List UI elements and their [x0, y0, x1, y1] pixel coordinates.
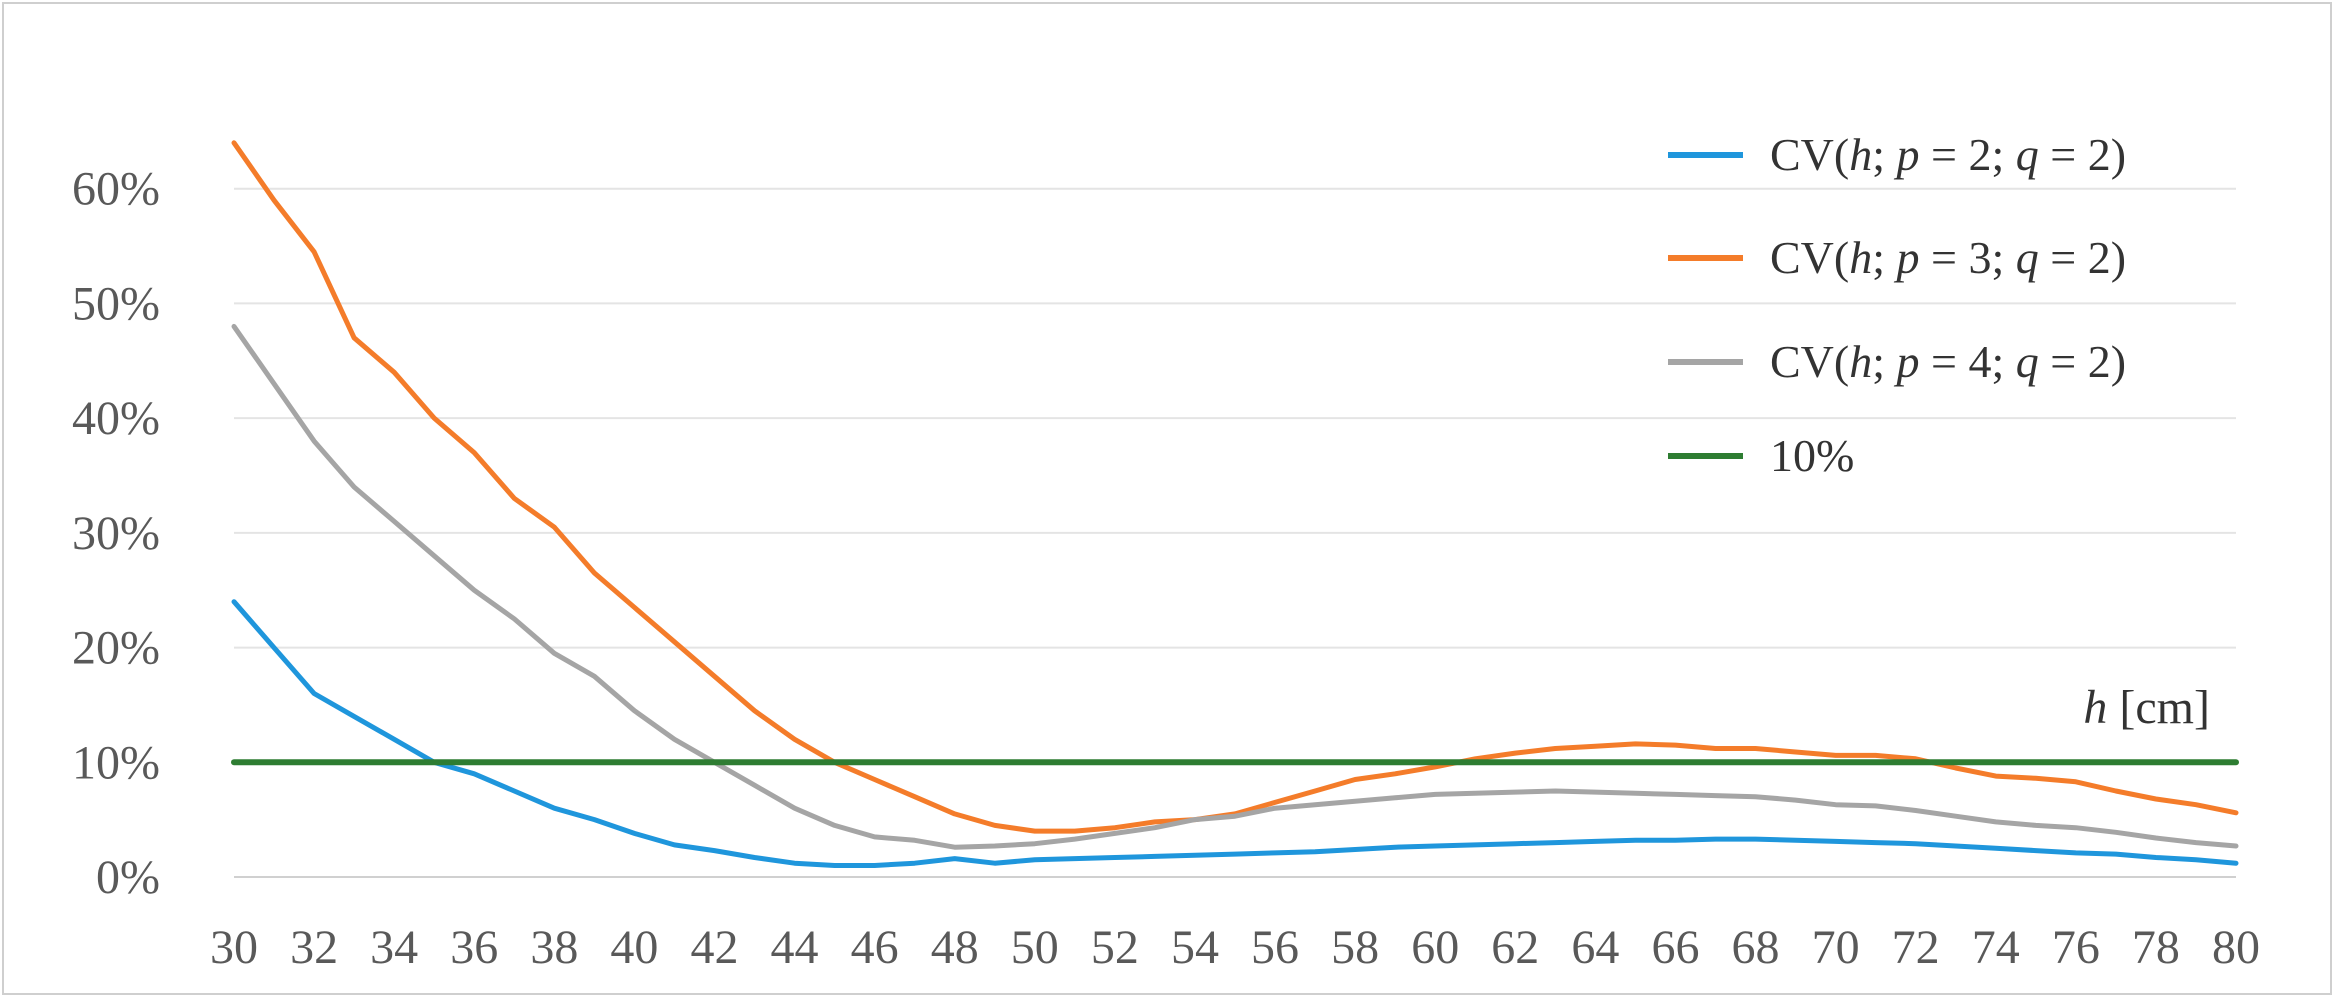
x-tick-label-66: 66: [1651, 921, 1699, 974]
legend-label-part: CV(: [1770, 232, 1849, 283]
x-tick-label-72: 72: [1892, 921, 1940, 974]
legend-label-part: = 2): [2039, 336, 2126, 387]
y-axis-tick-labels: 0% 10% 20% 30% 40% 50% 60%: [72, 163, 160, 904]
legend-label-part: p: [1894, 129, 1920, 180]
legend-label-2: CV(h; p = 3; q = 2): [1770, 232, 2126, 283]
x-tick-label-60: 60: [1411, 921, 1459, 974]
legend-label-part: p: [1894, 336, 1920, 387]
x-tick-label-40: 40: [610, 921, 658, 974]
series-lines: [231, 140, 2239, 868]
x-tick-label-64: 64: [1571, 921, 1619, 974]
y-tick-label-4: 40%: [72, 392, 160, 445]
x-tick-label-50: 50: [1011, 921, 1059, 974]
legend-label-part: CV(: [1770, 129, 1849, 180]
x-tick-label-74: 74: [1972, 921, 2020, 974]
y-tick-label-5: 50%: [72, 277, 160, 330]
legend-label-part: = 3;: [1920, 232, 2016, 283]
legend-label-part: CV(: [1770, 336, 1849, 387]
legend-label-1: CV(h; p = 2; q = 2): [1770, 129, 2126, 180]
x-tick-label-46: 46: [851, 921, 899, 974]
y-tick-label-0: 0%: [96, 851, 160, 904]
series-line-1: [231, 599, 2239, 868]
x-tick-label-80: 80: [2212, 921, 2260, 974]
x-tick-label-52: 52: [1091, 921, 1139, 974]
legend-label-4: 10%: [1770, 430, 1854, 481]
x-tick-label-58: 58: [1331, 921, 1379, 974]
legend-label-part: h: [1849, 129, 1872, 180]
x-tick-label-76: 76: [2052, 921, 2100, 974]
x-axis-title: h [cm]: [2083, 681, 2210, 734]
legend-label-part: ;: [1872, 336, 1896, 387]
legend: CV(h; p = 2; q = 2)CV(h; p = 3; q = 2)CV…: [1668, 129, 2126, 481]
legend-label-part: q: [2016, 232, 2039, 283]
legend-label-part: q: [2016, 129, 2039, 180]
series-line-3: [231, 323, 2239, 850]
y-tick-label-1: 10%: [72, 736, 160, 789]
x-axis-tick-labels: 30 32 34 36 38 40 42 44 46 48 50 52 54 56 58 60 62 64 66 68…: [210, 921, 2260, 974]
x-tick-label-44: 44: [771, 921, 819, 974]
legend-label-part: = 2): [2039, 232, 2126, 283]
x-tick-label-48: 48: [931, 921, 979, 974]
legend-label-part: q: [2016, 336, 2039, 387]
legend-label-part: = 4;: [1920, 336, 2016, 387]
x-tick-label-62: 62: [1491, 921, 1539, 974]
x-tick-label-56: 56: [1251, 921, 1299, 974]
legend-label-part: 10%: [1770, 430, 1854, 481]
x-tick-label-34: 34: [370, 921, 418, 974]
legend-label-part: ;: [1872, 232, 1896, 283]
x-tick-label-36: 36: [450, 921, 498, 974]
y-tick-label-2: 20%: [72, 622, 160, 675]
x-tick-label-78: 78: [2132, 921, 2180, 974]
legend-label-part: h: [1849, 232, 1872, 283]
legend-label-part: = 2;: [1920, 129, 2016, 180]
x-tick-label-70: 70: [1812, 921, 1860, 974]
x-tick-label-68: 68: [1732, 921, 1780, 974]
x-tick-label-38: 38: [530, 921, 578, 974]
x-tick-label-54: 54: [1171, 921, 1219, 974]
y-tick-label-6: 60%: [72, 163, 160, 216]
y-tick-label-3: 30%: [72, 507, 160, 560]
x-tick-label-32: 32: [290, 921, 338, 974]
x-tick-label-30: 30: [210, 921, 258, 974]
x-tick-label-42: 42: [690, 921, 738, 974]
legend-label-3: CV(h; p = 4; q = 2): [1770, 336, 2126, 387]
legend-label-part: p: [1894, 232, 1920, 283]
legend-label-part: ;: [1872, 129, 1896, 180]
legend-label-part: = 2): [2039, 129, 2126, 180]
legend-label-part: h: [1849, 336, 1872, 387]
